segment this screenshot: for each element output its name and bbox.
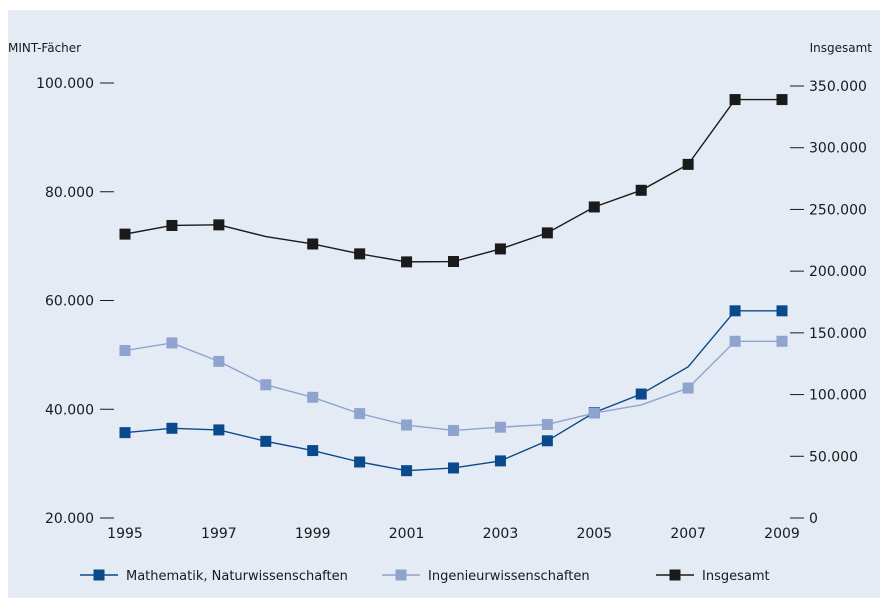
- series-point-2: [119, 228, 131, 240]
- x-tick-label: 2007: [670, 526, 706, 542]
- series-point-1: [307, 391, 319, 403]
- series-point-0: [729, 305, 741, 317]
- y-left-tick-label: 100.000: [36, 76, 94, 92]
- y-axis-left: 100.000 80.000 60.000 40.000 20.000: [36, 76, 114, 527]
- x-tick-label: 2005: [576, 526, 612, 542]
- y-left-tick-label: 20.000: [45, 511, 94, 527]
- legend-label-0: Mathematik, Naturwissenschaften: [126, 569, 348, 584]
- x-tick-label: 1995: [107, 526, 143, 542]
- series-point-0: [448, 462, 459, 474]
- y-axis-right: 350.000 300.000 250.000 200.000 150.000 100.0…: [790, 79, 867, 527]
- series-point-0: [494, 455, 506, 467]
- series-point-0: [166, 422, 178, 434]
- series-point-2: [588, 201, 600, 213]
- series-point-1: [260, 379, 272, 391]
- series-point-1: [541, 418, 553, 430]
- series-point-1: [729, 335, 741, 347]
- series-point-1: [213, 355, 225, 367]
- series-point-2: [729, 94, 741, 106]
- series-point-0: [635, 388, 647, 400]
- series-point-2: [776, 94, 788, 106]
- series-point-1: [494, 421, 506, 433]
- series-point-2: [635, 184, 647, 196]
- y-right-tick-label: 0: [809, 511, 818, 527]
- series-point-2: [494, 243, 506, 255]
- y-left-tick-label: 60.000: [45, 294, 94, 310]
- y-axis-left-title: MINT-Fächer: [8, 41, 81, 55]
- series-point-2: [682, 158, 694, 170]
- series-group: [119, 94, 788, 477]
- series-point-2: [448, 256, 459, 268]
- series-point-1: [588, 407, 600, 419]
- series-point-0: [119, 427, 131, 439]
- series-point-1: [448, 424, 459, 436]
- series-point-1: [119, 345, 131, 357]
- series-line-2: [124, 98, 782, 263]
- x-tick-label: 2009: [764, 526, 800, 542]
- series-point-2: [401, 256, 413, 268]
- series-point-1: [354, 408, 366, 420]
- y-right-tick-label: 150.000: [809, 326, 867, 342]
- y-right-tick-label: 350.000: [809, 79, 867, 95]
- legend-marker-2: [669, 569, 681, 581]
- series-point-0: [541, 435, 553, 447]
- y-axis-right-title: Insgesamt: [810, 41, 873, 55]
- series-point-2: [166, 219, 178, 231]
- series-point-1: [401, 419, 413, 431]
- legend-marker-1: [395, 569, 407, 581]
- x-axis: 1995 1997 1999 2001 2003 2005 2007 2009: [107, 526, 800, 542]
- y-right-tick-label: 200.000: [809, 264, 867, 280]
- series-point-0: [307, 445, 319, 457]
- x-tick-label: 1997: [201, 526, 237, 542]
- series-point-1: [776, 335, 788, 347]
- y-left-tick-label: 40.000: [45, 402, 94, 418]
- y-left-tick-label: 80.000: [45, 185, 94, 201]
- series-point-1: [682, 382, 694, 394]
- series-point-2: [307, 238, 319, 250]
- series-point-2: [354, 248, 366, 260]
- x-tick-label: 2003: [483, 526, 519, 542]
- y-right-tick-label: 300.000: [809, 141, 867, 157]
- series-point-0: [354, 456, 366, 468]
- series-point-0: [260, 435, 272, 447]
- series-point-1: [166, 337, 178, 349]
- x-tick-label: 2001: [389, 526, 425, 542]
- chart-area: MINT-Fächer Insgesamt 100.000 80.000 60.00…: [8, 10, 880, 598]
- legend-marker-0: [93, 569, 105, 581]
- x-tick-label: 1999: [295, 526, 331, 542]
- y-right-tick-label: 50.000: [809, 449, 858, 465]
- y-right-tick-label: 100.000: [809, 388, 867, 404]
- y-right-tick-label: 250.000: [809, 202, 867, 218]
- legend: Mathematik, Naturwissenschaften Ingenieur…: [80, 569, 770, 584]
- series-point-0: [776, 305, 788, 317]
- legend-label-1: Ingenieurwissenschaften: [428, 569, 590, 584]
- chart-svg: MINT-Fächer Insgesamt 100.000 80.000 60.00…: [8, 41, 873, 584]
- series-point-2: [541, 227, 553, 239]
- series-point-0: [401, 465, 413, 477]
- legend-label-2: Insgesamt: [702, 569, 770, 584]
- series-point-2: [213, 219, 225, 231]
- series-point-0: [213, 424, 225, 436]
